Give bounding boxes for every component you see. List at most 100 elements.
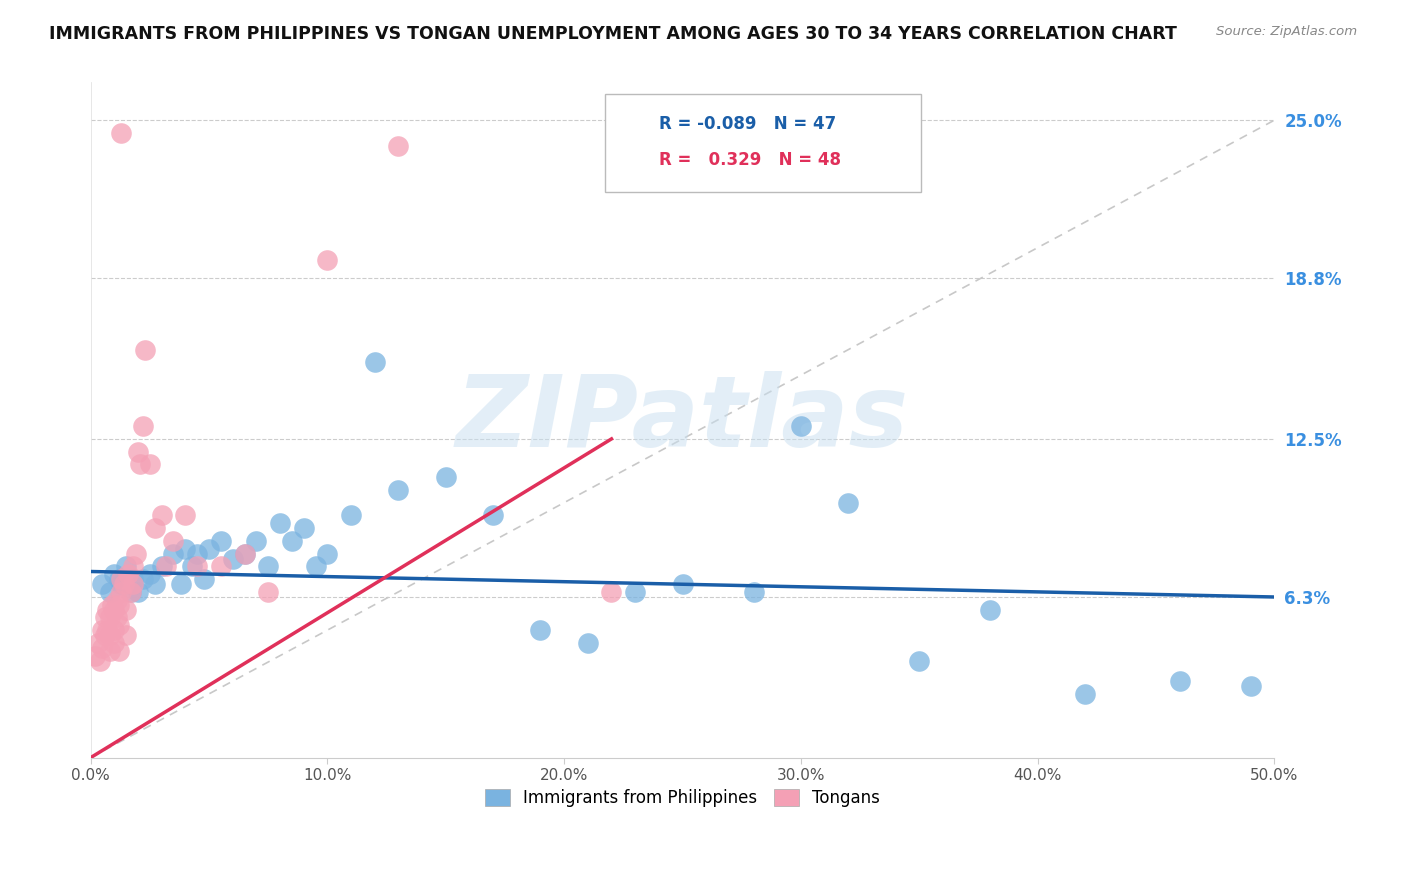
Point	[98, 610, 121, 624]
Point	[387, 483, 409, 497]
Point	[108, 572, 131, 586]
Point	[101, 598, 124, 612]
Point	[94, 628, 117, 642]
Point	[155, 559, 177, 574]
Text: Source: ZipAtlas.com: Source: ZipAtlas.com	[1216, 25, 1357, 38]
Point	[245, 533, 267, 548]
Point	[174, 541, 197, 556]
Point	[198, 541, 221, 556]
Point	[162, 547, 184, 561]
Point	[122, 559, 145, 574]
Point	[115, 628, 138, 642]
Point	[174, 508, 197, 523]
Point	[193, 572, 215, 586]
Point	[143, 577, 166, 591]
Point	[979, 603, 1001, 617]
Point	[117, 567, 139, 582]
Point	[1240, 679, 1263, 693]
Point	[340, 508, 363, 523]
Point	[790, 419, 813, 434]
Point	[281, 533, 304, 548]
Point	[269, 516, 291, 530]
Point	[108, 598, 131, 612]
Point	[233, 547, 256, 561]
Point	[257, 559, 280, 574]
Point	[103, 603, 125, 617]
Point	[89, 654, 111, 668]
Point	[127, 444, 149, 458]
Point	[162, 533, 184, 548]
Point	[98, 628, 121, 642]
Point	[150, 508, 173, 523]
Point	[131, 572, 153, 586]
Point	[1074, 687, 1097, 701]
Point	[122, 577, 145, 591]
Point	[103, 623, 125, 637]
Point	[837, 496, 859, 510]
Text: ZIPatlas: ZIPatlas	[456, 371, 910, 468]
Point	[129, 458, 152, 472]
Point	[316, 547, 339, 561]
Point	[186, 547, 208, 561]
Point	[122, 572, 145, 586]
Point	[98, 643, 121, 657]
Text: R =   0.329   N = 48: R = 0.329 N = 48	[659, 151, 841, 169]
Point	[139, 458, 162, 472]
Point	[103, 567, 125, 582]
Point	[908, 654, 931, 668]
Point	[112, 577, 135, 591]
Legend: Immigrants from Philippines, Tongans: Immigrants from Philippines, Tongans	[478, 782, 887, 814]
Point	[600, 585, 623, 599]
Point	[316, 253, 339, 268]
Point	[96, 623, 118, 637]
Point	[387, 138, 409, 153]
Point	[742, 585, 765, 599]
Point	[91, 623, 114, 637]
Point	[134, 343, 156, 357]
Point	[124, 547, 146, 561]
Point	[671, 577, 693, 591]
Point	[1168, 674, 1191, 689]
Point	[131, 419, 153, 434]
Point	[169, 577, 191, 591]
Point	[529, 623, 551, 637]
Point	[115, 603, 138, 617]
Point	[91, 640, 114, 655]
Point	[105, 592, 128, 607]
Point	[98, 585, 121, 599]
Point	[292, 521, 315, 535]
Point	[482, 508, 505, 523]
Point	[257, 585, 280, 599]
Point	[91, 577, 114, 591]
Point	[181, 559, 204, 574]
Point	[221, 551, 243, 566]
Point	[87, 636, 110, 650]
Point	[364, 355, 387, 369]
Point	[110, 126, 132, 140]
Point	[120, 585, 142, 599]
Point	[139, 567, 162, 582]
Text: IMMIGRANTS FROM PHILIPPINES VS TONGAN UNEMPLOYMENT AMONG AGES 30 TO 34 YEARS COR: IMMIGRANTS FROM PHILIPPINES VS TONGAN UN…	[49, 25, 1177, 43]
Point	[434, 470, 457, 484]
Point	[127, 585, 149, 599]
Point	[233, 547, 256, 561]
Point	[624, 585, 647, 599]
Point	[108, 643, 131, 657]
Point	[304, 559, 326, 574]
Point	[186, 559, 208, 574]
Text: R = -0.089   N = 47: R = -0.089 N = 47	[659, 115, 837, 133]
Point	[84, 648, 107, 663]
Point	[110, 577, 132, 591]
Point	[108, 618, 131, 632]
Point	[209, 559, 232, 574]
Point	[209, 533, 232, 548]
Point	[150, 559, 173, 574]
Point	[143, 521, 166, 535]
Point	[96, 603, 118, 617]
Point	[103, 636, 125, 650]
Point	[120, 585, 142, 599]
Point	[94, 610, 117, 624]
Point	[105, 610, 128, 624]
Point	[576, 636, 599, 650]
Point	[110, 585, 132, 599]
